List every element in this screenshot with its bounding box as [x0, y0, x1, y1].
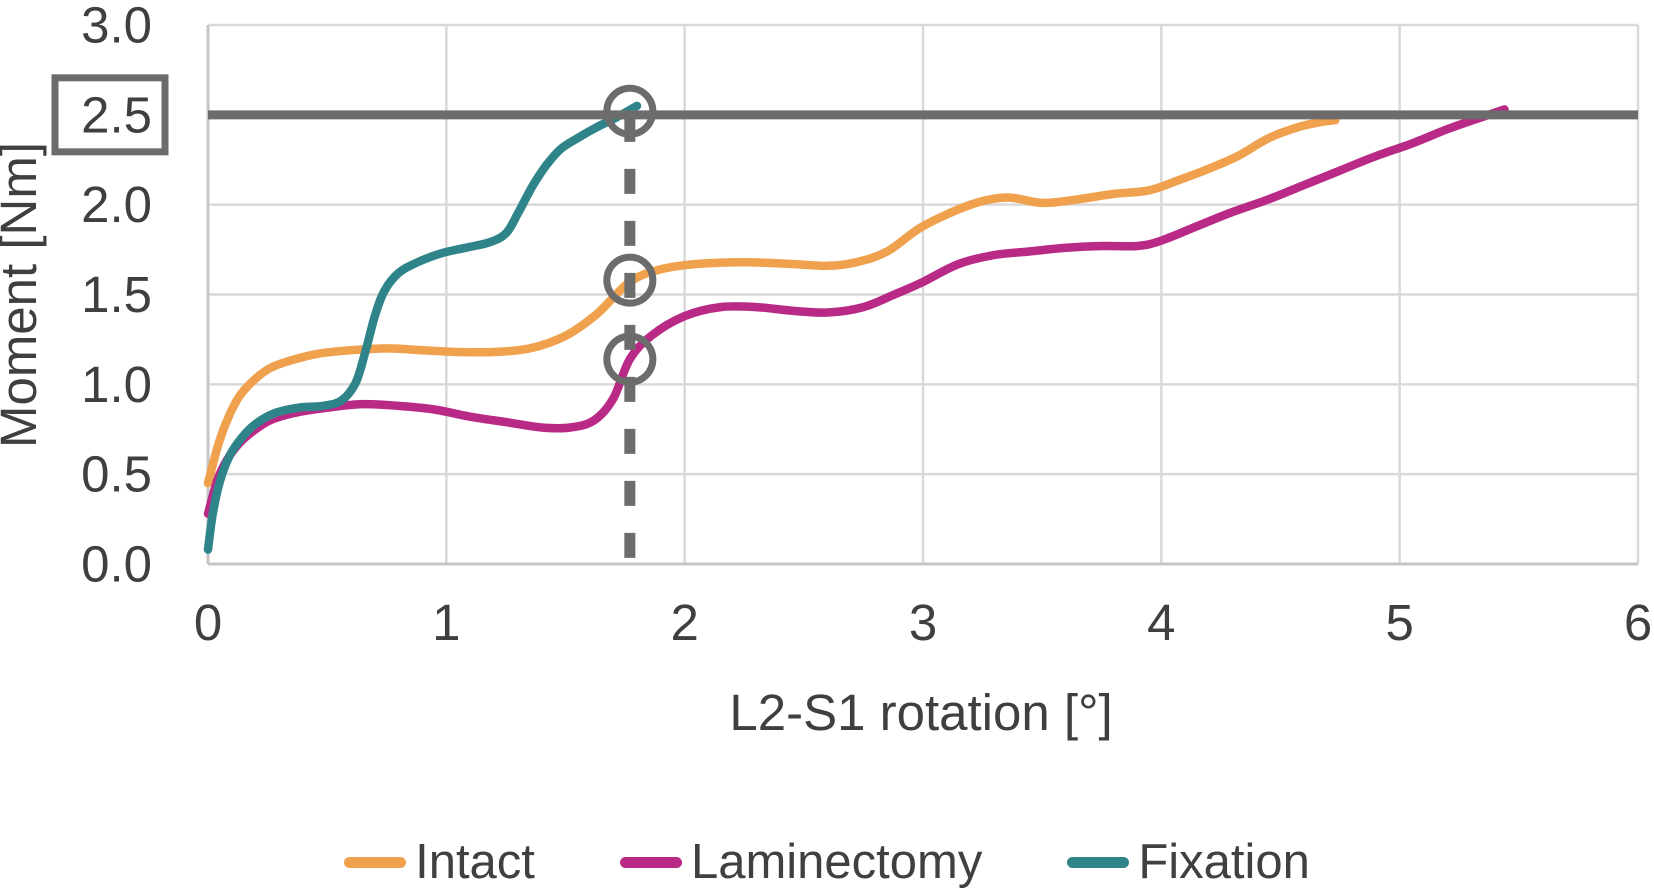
series-line-intact	[203, 115, 1340, 488]
x-tick-label: 1	[432, 594, 460, 651]
y-tick-label: 0.5	[81, 446, 152, 503]
legend-swatch-intact	[344, 856, 407, 868]
x-axis-title: L2-S1 rotation [°]	[729, 684, 1112, 741]
marker-circle	[603, 84, 657, 138]
annotations	[208, 84, 1638, 564]
y-tick-label: 1.0	[81, 356, 152, 413]
x-tick-label: 5	[1385, 594, 1413, 651]
y-tick-label: 2.5	[81, 86, 152, 143]
series-lines	[203, 101, 1509, 554]
x-tick-label: 0	[194, 594, 222, 651]
gridlines	[208, 23, 1640, 564]
x-tick-label: 6	[1624, 594, 1652, 651]
legend-item-intact: Intact	[344, 834, 535, 889]
x-tick-label: 4	[1147, 594, 1175, 651]
y-tick-label: 3.0	[81, 0, 152, 54]
x-tick-label: 2	[670, 594, 698, 651]
series-line-laminectomy	[203, 105, 1509, 518]
legend-item-fixation: Fixation	[1067, 834, 1310, 889]
legend-label-laminectomy: Laminectomy	[690, 834, 983, 889]
y-axis-title: Moment [Nm]	[0, 142, 47, 448]
legend-swatch-fixation	[1067, 856, 1130, 868]
tick-labels: 0.0 0.5 1.0 1.5 2.0 2.5 3.0 0 1 2 3 4 5 6	[51, 0, 1652, 651]
legend-label-fixation: Fixation	[1138, 834, 1310, 889]
series-line-fixation	[203, 101, 642, 554]
marker-circle	[603, 253, 657, 307]
legend: Intact Laminectomy Fixation	[0, 828, 1654, 892]
x-tick-label: 3	[909, 594, 937, 651]
legend-swatch-laminectomy	[619, 856, 682, 868]
y-tick-label: 0.0	[81, 536, 152, 593]
y-tick-label: 1.5	[81, 266, 152, 323]
highlighted-tick-box	[51, 74, 169, 156]
y-tick-label: 2.0	[81, 176, 152, 233]
legend-item-laminectomy: Laminectomy	[619, 834, 983, 889]
marker-circle	[603, 332, 657, 386]
legend-label-intact: Intact	[415, 834, 535, 889]
